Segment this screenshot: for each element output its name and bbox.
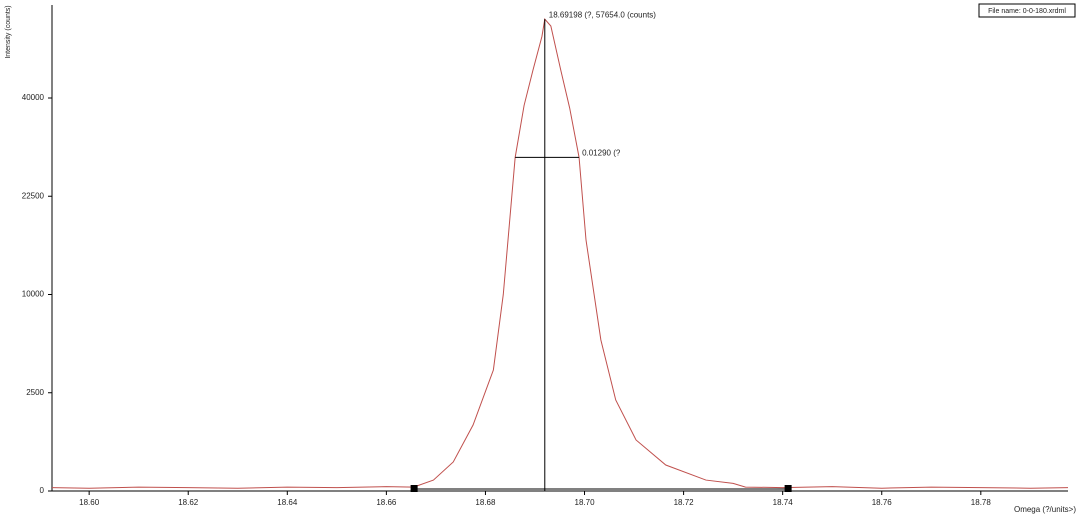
file-name: File name: 0-0-180.xrdml [988,8,1066,15]
x-tick-label: 18.70 [575,498,596,507]
x-tick-label: 18.76 [872,498,893,507]
y-tick-label: 22500 [22,191,45,200]
y-tick-label: 10000 [22,290,45,299]
fwhm-annotation: 0.01290 (? [582,148,621,157]
x-tick-label: 18.68 [475,498,496,507]
curve [51,18,1069,489]
y-tick-label: 0 [40,486,45,495]
background-marker [410,485,418,492]
background-marker [784,485,792,492]
x-tick-label: 18.74 [773,498,794,507]
y-tick-label: 40000 [22,93,45,102]
x-axis-label: Omega (?/units>) [1014,505,1076,514]
y-axis-label: Intensity (counts) [5,5,12,58]
x-tick-label: 18.62 [178,498,199,507]
x-tick-label: 18.78 [971,498,992,507]
x-tick-label: 18.64 [277,498,298,507]
peak-annotation: 18.69198 (?, 57654.0 (counts) [549,10,657,19]
file-name-box [978,3,1076,18]
y-tick-label: 2500 [26,388,44,397]
x-tick-label: 18.72 [674,498,695,507]
x-tick-label: 18.60 [79,498,100,507]
x-tick-label: 18.66 [376,498,397,507]
